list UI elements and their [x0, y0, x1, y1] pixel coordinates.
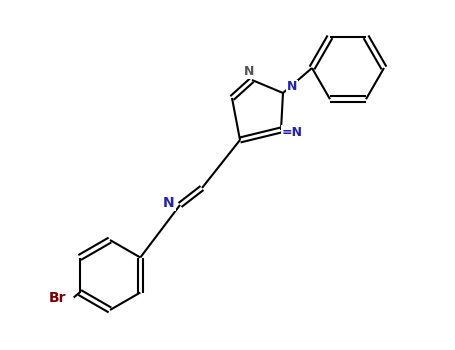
Text: =N: =N — [282, 126, 303, 139]
Text: Br: Br — [49, 292, 66, 306]
Text: N: N — [287, 80, 297, 93]
Text: N: N — [244, 65, 255, 78]
Text: N: N — [163, 196, 175, 210]
